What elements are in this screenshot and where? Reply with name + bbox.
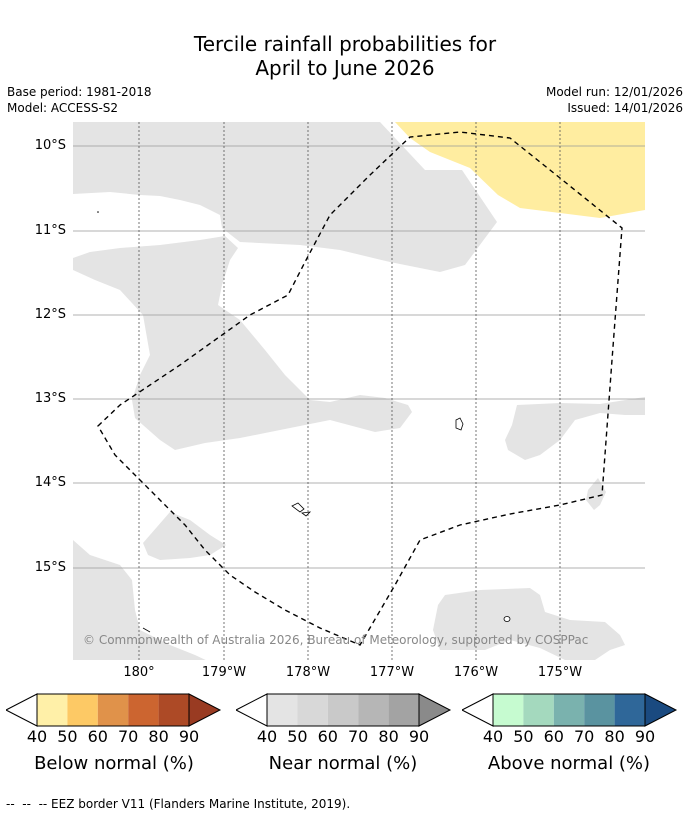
colorbar-title-below: Below normal (%) (34, 753, 194, 774)
map-title-line1: Tercile rainfall probabilities for (193, 32, 497, 56)
lon-label: 176°W (453, 665, 499, 680)
base-period: Base period: 1981-2018 (7, 85, 152, 99)
lon-label: 180° (123, 665, 155, 680)
colorbar-near-normal (236, 693, 452, 727)
colorbar-tick: 90 (634, 727, 656, 746)
island (300, 511, 312, 517)
near-normal-region (586, 478, 606, 510)
near-normal-region (73, 122, 497, 272)
colorbar-segment (358, 694, 389, 726)
lat-label: 14°S (34, 475, 66, 490)
colorbar-tick: 70 (118, 727, 139, 746)
near-normal-region (143, 512, 226, 560)
eez-border (97, 131, 623, 646)
model-run: Model run: 12/01/2026 (545, 85, 683, 99)
colorbar-above-normal (462, 693, 678, 727)
colorbar-end-triangle (419, 694, 450, 726)
colorbar-segment (388, 694, 419, 726)
near-normal-region (73, 540, 206, 660)
lon-label: 179°W (201, 665, 247, 680)
colorbar-tick: 40 (256, 727, 278, 746)
colorbar-end-triangle (645, 694, 676, 726)
colorbar-segment (553, 694, 585, 726)
colorbar-segment (37, 694, 68, 726)
colorbar-segment (158, 694, 189, 726)
near-normal-region (433, 588, 625, 660)
lat-label: 12°S (34, 307, 66, 322)
colorbar-tick: 80 (378, 727, 399, 746)
colorbar-segment (97, 694, 129, 726)
colorbar-title-near: Near normal (%) (268, 753, 418, 774)
colorbar-tick: 80 (148, 727, 169, 746)
colorbar-tick: 40 (482, 727, 504, 746)
colorbar-tick: 50 (513, 727, 534, 746)
colorbar-segment (327, 694, 359, 726)
lat-label: 10°S (34, 138, 66, 153)
colorbar-end-triangle (189, 694, 220, 726)
colorbar-tick: 60 (87, 727, 108, 746)
model-name: Model: ACCESS-S2 (7, 101, 119, 115)
colorbar-tick: 90 (178, 727, 200, 746)
issued-date: Issued: 14/01/2026 (567, 101, 683, 115)
map-title-line2: April to June 2026 (255, 56, 435, 80)
colorbar-tick: 70 (348, 727, 369, 746)
lon-label: 178°W (285, 665, 331, 680)
near-normal-region (505, 397, 645, 460)
colorbar-segment (614, 694, 645, 726)
colorbar-tick: 60 (543, 727, 564, 746)
colorbar-tick: 60 (317, 727, 338, 746)
colorbar-tick: 50 (287, 727, 308, 746)
colorbar-tick: 70 (574, 727, 595, 746)
colorbar-segment (584, 694, 615, 726)
colorbar-start-triangle (236, 693, 268, 727)
colorbar-title-above: Above normal (%) (487, 753, 651, 774)
colorbar-segment (67, 694, 98, 726)
colorbar-tick: 80 (604, 727, 625, 746)
colorbar-start-triangle (6, 693, 38, 727)
lat-label: 13°S (34, 391, 66, 406)
colorbar-segment (493, 694, 524, 726)
colorbar-segment (267, 694, 298, 726)
near-normal-region (73, 236, 412, 450)
colorbar-tick: 90 (408, 727, 430, 746)
lat-label: 15°S (34, 560, 66, 575)
island (455, 417, 464, 431)
colorbar-tick: 40 (26, 727, 48, 746)
eez-legend-note: -- -- -- EEZ border V11 (Flanders Marine… (6, 797, 351, 811)
island (291, 502, 305, 513)
colorbar-segment (523, 694, 554, 726)
island (503, 616, 511, 622)
colorbar-segment (128, 694, 159, 726)
lat-label: 11°S (34, 223, 66, 238)
colorbar-segment (297, 694, 328, 726)
colorbar-below-normal (6, 693, 222, 727)
colorbar-tick: 50 (57, 727, 78, 746)
copyright-notice: © Commonwealth of Australia 2026, Bureau… (83, 633, 589, 647)
colorbar-start-triangle (462, 693, 494, 727)
lon-label: 175°W (537, 665, 583, 680)
lon-label: 177°W (369, 665, 415, 680)
